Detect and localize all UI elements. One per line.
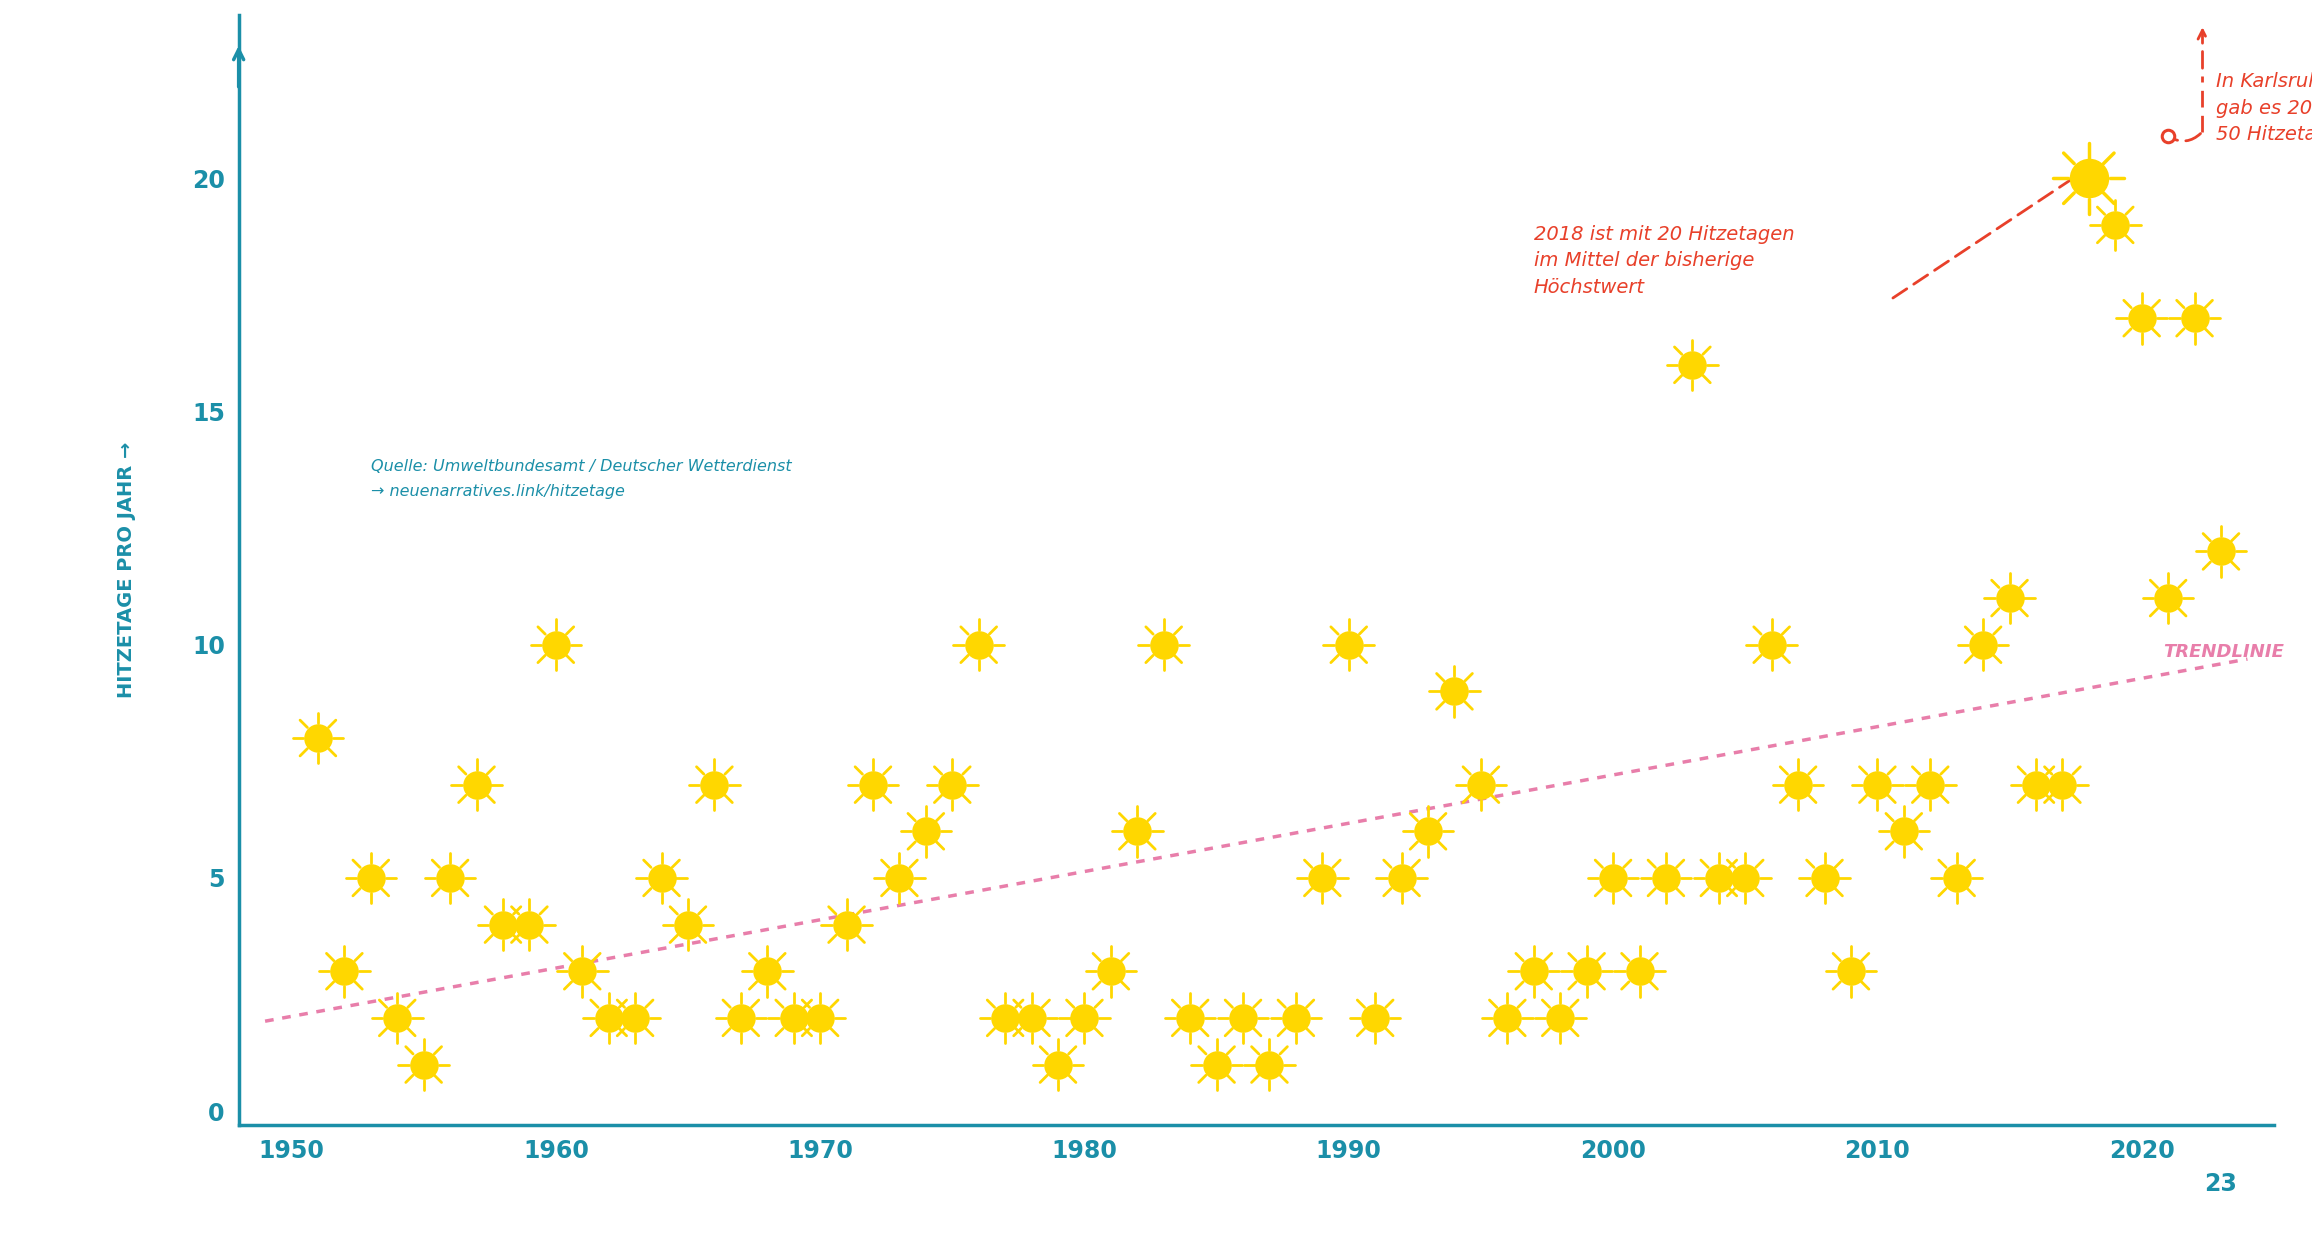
Point [1329,635,1366,655]
Point [1806,868,1843,889]
Point [802,1008,839,1028]
Point [670,915,707,935]
Point [959,635,996,655]
Point [1542,1008,1579,1028]
Point [1859,774,1896,794]
Point [881,868,918,889]
Point [749,961,786,981]
Point [432,868,469,889]
Point [1489,1008,1526,1028]
Point [1514,961,1551,981]
Point [1621,961,1658,981]
Point [1172,1008,1209,1028]
Point [1436,681,1473,702]
Point [1304,868,1341,889]
Text: In Karlsruhe
gab es 2022
50 Hitzetage.: In Karlsruhe gab es 2022 50 Hitzetage. [2215,73,2312,144]
Point [2203,541,2240,561]
Point [828,915,865,935]
Point [2176,309,2213,329]
Point [696,774,733,794]
Point [1674,355,1711,375]
Text: HITZETAGE PRO JAHR →: HITZETAGE PRO JAHR → [118,442,136,698]
Point [1833,961,1870,981]
Point [458,774,495,794]
Point [1040,1054,1077,1074]
Point [301,728,338,748]
Point [2069,168,2106,188]
Point [1357,1008,1394,1028]
Point [1013,1008,1050,1028]
Point [351,868,388,889]
Point [1648,868,1685,889]
Point [2044,774,2081,794]
Point [1780,774,1817,794]
Point [906,821,943,841]
Point [1091,961,1128,981]
Point [2122,309,2159,329]
Point [2018,774,2055,794]
Point [1965,635,2002,655]
Point [721,1008,758,1028]
Point [987,1008,1024,1028]
Point [1225,1008,1262,1028]
Text: Quelle: Umweltbundesamt / Deutscher Wetterdienst
→ neuenarratives.link/hitzetage: Quelle: Umweltbundesamt / Deutscher Wett… [370,459,791,498]
Point [1144,635,1181,655]
Point [536,635,573,655]
Point [1727,868,1764,889]
Point [1463,774,1500,794]
Point [1912,774,1949,794]
Point [1937,868,1974,889]
Text: 2018 ist mit 20 Hitzetagen
im Mittel der bisherige
Höchstwert: 2018 ist mit 20 Hitzetagen im Mittel der… [1533,225,1794,297]
Point [379,1008,416,1028]
Point [1251,1054,1288,1074]
Point [1752,635,1789,655]
Point [564,961,601,981]
Point [1279,1008,1316,1028]
Point [1066,1008,1103,1028]
Point [1568,961,1605,981]
Point [1383,868,1420,889]
Point [511,915,548,935]
Point [2097,215,2134,235]
Text: TRENDLINIE: TRENDLINIE [2162,643,2284,660]
Point [1595,868,1632,889]
Point [486,915,523,935]
Point [405,1054,442,1074]
Text: 23: 23 [2206,1172,2238,1196]
Point [1119,821,1156,841]
Point [934,774,971,794]
Point [1884,821,1921,841]
Point [617,1008,654,1028]
Point [1699,868,1736,889]
Point [1991,589,2028,609]
Point [2150,589,2187,609]
Point [326,961,363,981]
Point [855,774,892,794]
Point [1410,821,1447,841]
Point [775,1008,812,1028]
Point [643,868,680,889]
Point [1198,1054,1235,1074]
Point [590,1008,627,1028]
